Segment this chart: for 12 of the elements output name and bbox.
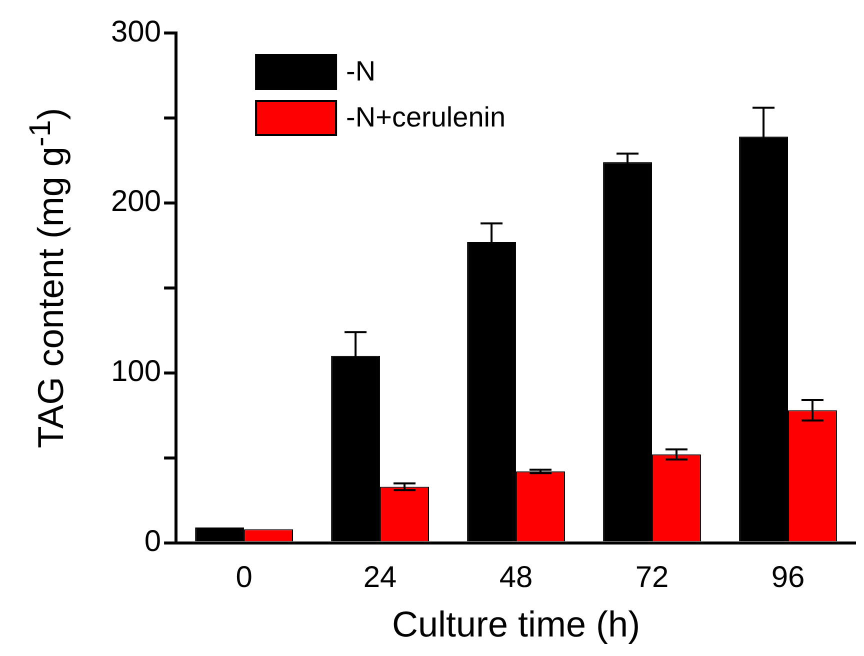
x-tick-label: 0	[236, 561, 252, 594]
y-tick-label: 300	[110, 15, 162, 48]
y-tick-label: 200	[110, 185, 162, 218]
x-axis-title: Culture time (h)	[392, 603, 640, 644]
x-tick-label: 96	[771, 561, 805, 594]
x-tick-label: 48	[499, 561, 533, 594]
x-tick-label: 72	[635, 561, 669, 594]
x-tick-label: 24	[363, 561, 397, 594]
y-tick-label: 100	[110, 355, 162, 388]
legend-label: -N	[346, 56, 376, 87]
legend-label: -N+cerulenin	[346, 102, 506, 133]
y-tick-label: 0	[144, 525, 162, 558]
